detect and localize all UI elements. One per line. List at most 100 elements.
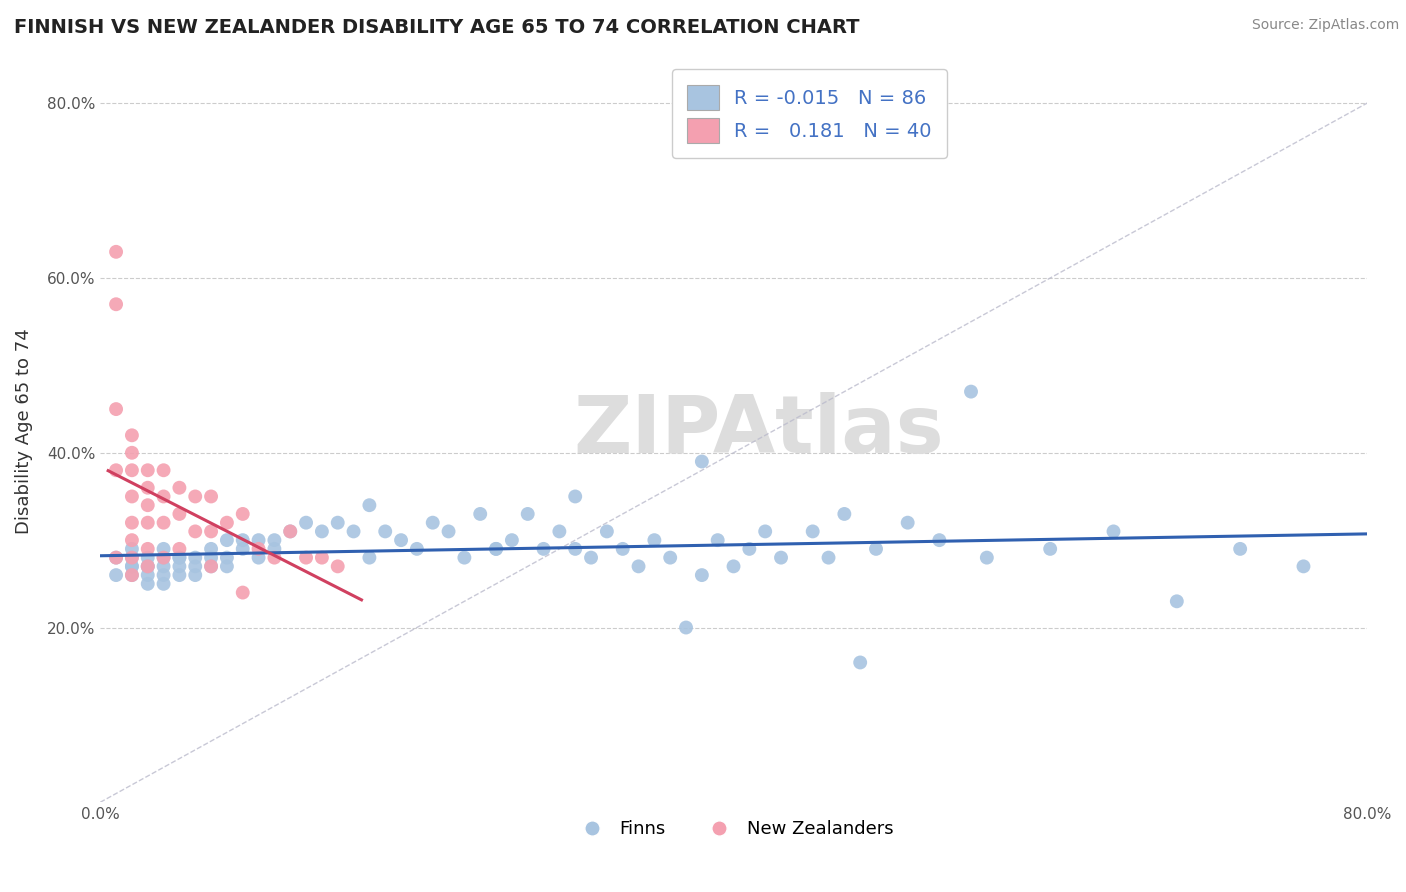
Point: [548, 524, 571, 539]
Point: [1292, 559, 1315, 574]
Point: [136, 550, 159, 565]
Point: [453, 550, 475, 565]
Point: [706, 533, 728, 548]
Text: Source: ZipAtlas.com: Source: ZipAtlas.com: [1251, 18, 1399, 32]
Point: [152, 568, 174, 582]
Point: [470, 507, 492, 521]
Point: [801, 524, 824, 539]
Point: [200, 541, 222, 556]
Point: [105, 463, 128, 477]
Point: [690, 568, 713, 582]
Point: [152, 559, 174, 574]
Y-axis label: Disability Age 65 to 74: Disability Age 65 to 74: [15, 328, 32, 533]
Point: [1102, 524, 1125, 539]
Point: [675, 621, 697, 635]
Point: [105, 568, 128, 582]
Point: [136, 516, 159, 530]
Point: [121, 568, 143, 582]
Point: [121, 550, 143, 565]
Text: FINNISH VS NEW ZEALANDER DISABILITY AGE 65 TO 74 CORRELATION CHART: FINNISH VS NEW ZEALANDER DISABILITY AGE …: [14, 18, 859, 37]
Point: [928, 533, 950, 548]
Point: [359, 550, 381, 565]
Point: [263, 541, 285, 556]
Point: [564, 490, 586, 504]
Point: [169, 541, 191, 556]
Text: ZIPAtlas: ZIPAtlas: [574, 392, 945, 470]
Point: [105, 297, 128, 311]
Point: [596, 524, 619, 539]
Point: [960, 384, 983, 399]
Point: [152, 516, 174, 530]
Point: [295, 516, 318, 530]
Point: [1229, 541, 1251, 556]
Point: [105, 550, 128, 565]
Point: [278, 524, 301, 539]
Point: [326, 559, 349, 574]
Point: [136, 559, 159, 574]
Point: [121, 559, 143, 574]
Point: [263, 550, 285, 565]
Point: [152, 463, 174, 477]
Point: [485, 541, 508, 556]
Point: [169, 550, 191, 565]
Point: [738, 541, 761, 556]
Point: [326, 516, 349, 530]
Point: [105, 402, 128, 417]
Point: [374, 524, 396, 539]
Point: [516, 507, 538, 521]
Point: [389, 533, 412, 548]
Point: [184, 490, 207, 504]
Point: [136, 568, 159, 582]
Point: [184, 524, 207, 539]
Point: [485, 541, 508, 556]
Point: [247, 541, 270, 556]
Point: [169, 559, 191, 574]
Point: [184, 550, 207, 565]
Point: [121, 428, 143, 442]
Point: [169, 550, 191, 565]
Point: [121, 533, 143, 548]
Point: [169, 507, 191, 521]
Point: [627, 559, 650, 574]
Point: [690, 454, 713, 468]
Point: [105, 244, 128, 259]
Point: [136, 481, 159, 495]
Point: [121, 541, 143, 556]
Point: [136, 541, 159, 556]
Point: [215, 533, 238, 548]
Point: [200, 550, 222, 565]
Point: [817, 550, 839, 565]
Point: [215, 559, 238, 574]
Point: [121, 516, 143, 530]
Point: [295, 550, 318, 565]
Point: [1166, 594, 1188, 608]
Point: [152, 577, 174, 591]
Point: [121, 490, 143, 504]
Point: [121, 446, 143, 460]
Point: [754, 524, 776, 539]
Point: [247, 550, 270, 565]
Point: [152, 490, 174, 504]
Point: [311, 524, 333, 539]
Point: [200, 490, 222, 504]
Point: [643, 533, 665, 548]
Point: [976, 550, 998, 565]
Point: [152, 550, 174, 565]
Point: [184, 568, 207, 582]
Point: [533, 541, 555, 556]
Point: [342, 524, 364, 539]
Point: [136, 577, 159, 591]
Point: [136, 559, 159, 574]
Point: [232, 585, 254, 599]
Point: [897, 516, 920, 530]
Point: [659, 550, 682, 565]
Point: [849, 656, 872, 670]
Point: [200, 524, 222, 539]
Point: [152, 541, 174, 556]
Point: [169, 568, 191, 582]
Point: [152, 550, 174, 565]
Point: [215, 516, 238, 530]
Point: [121, 550, 143, 565]
Point: [169, 481, 191, 495]
Point: [865, 541, 887, 556]
